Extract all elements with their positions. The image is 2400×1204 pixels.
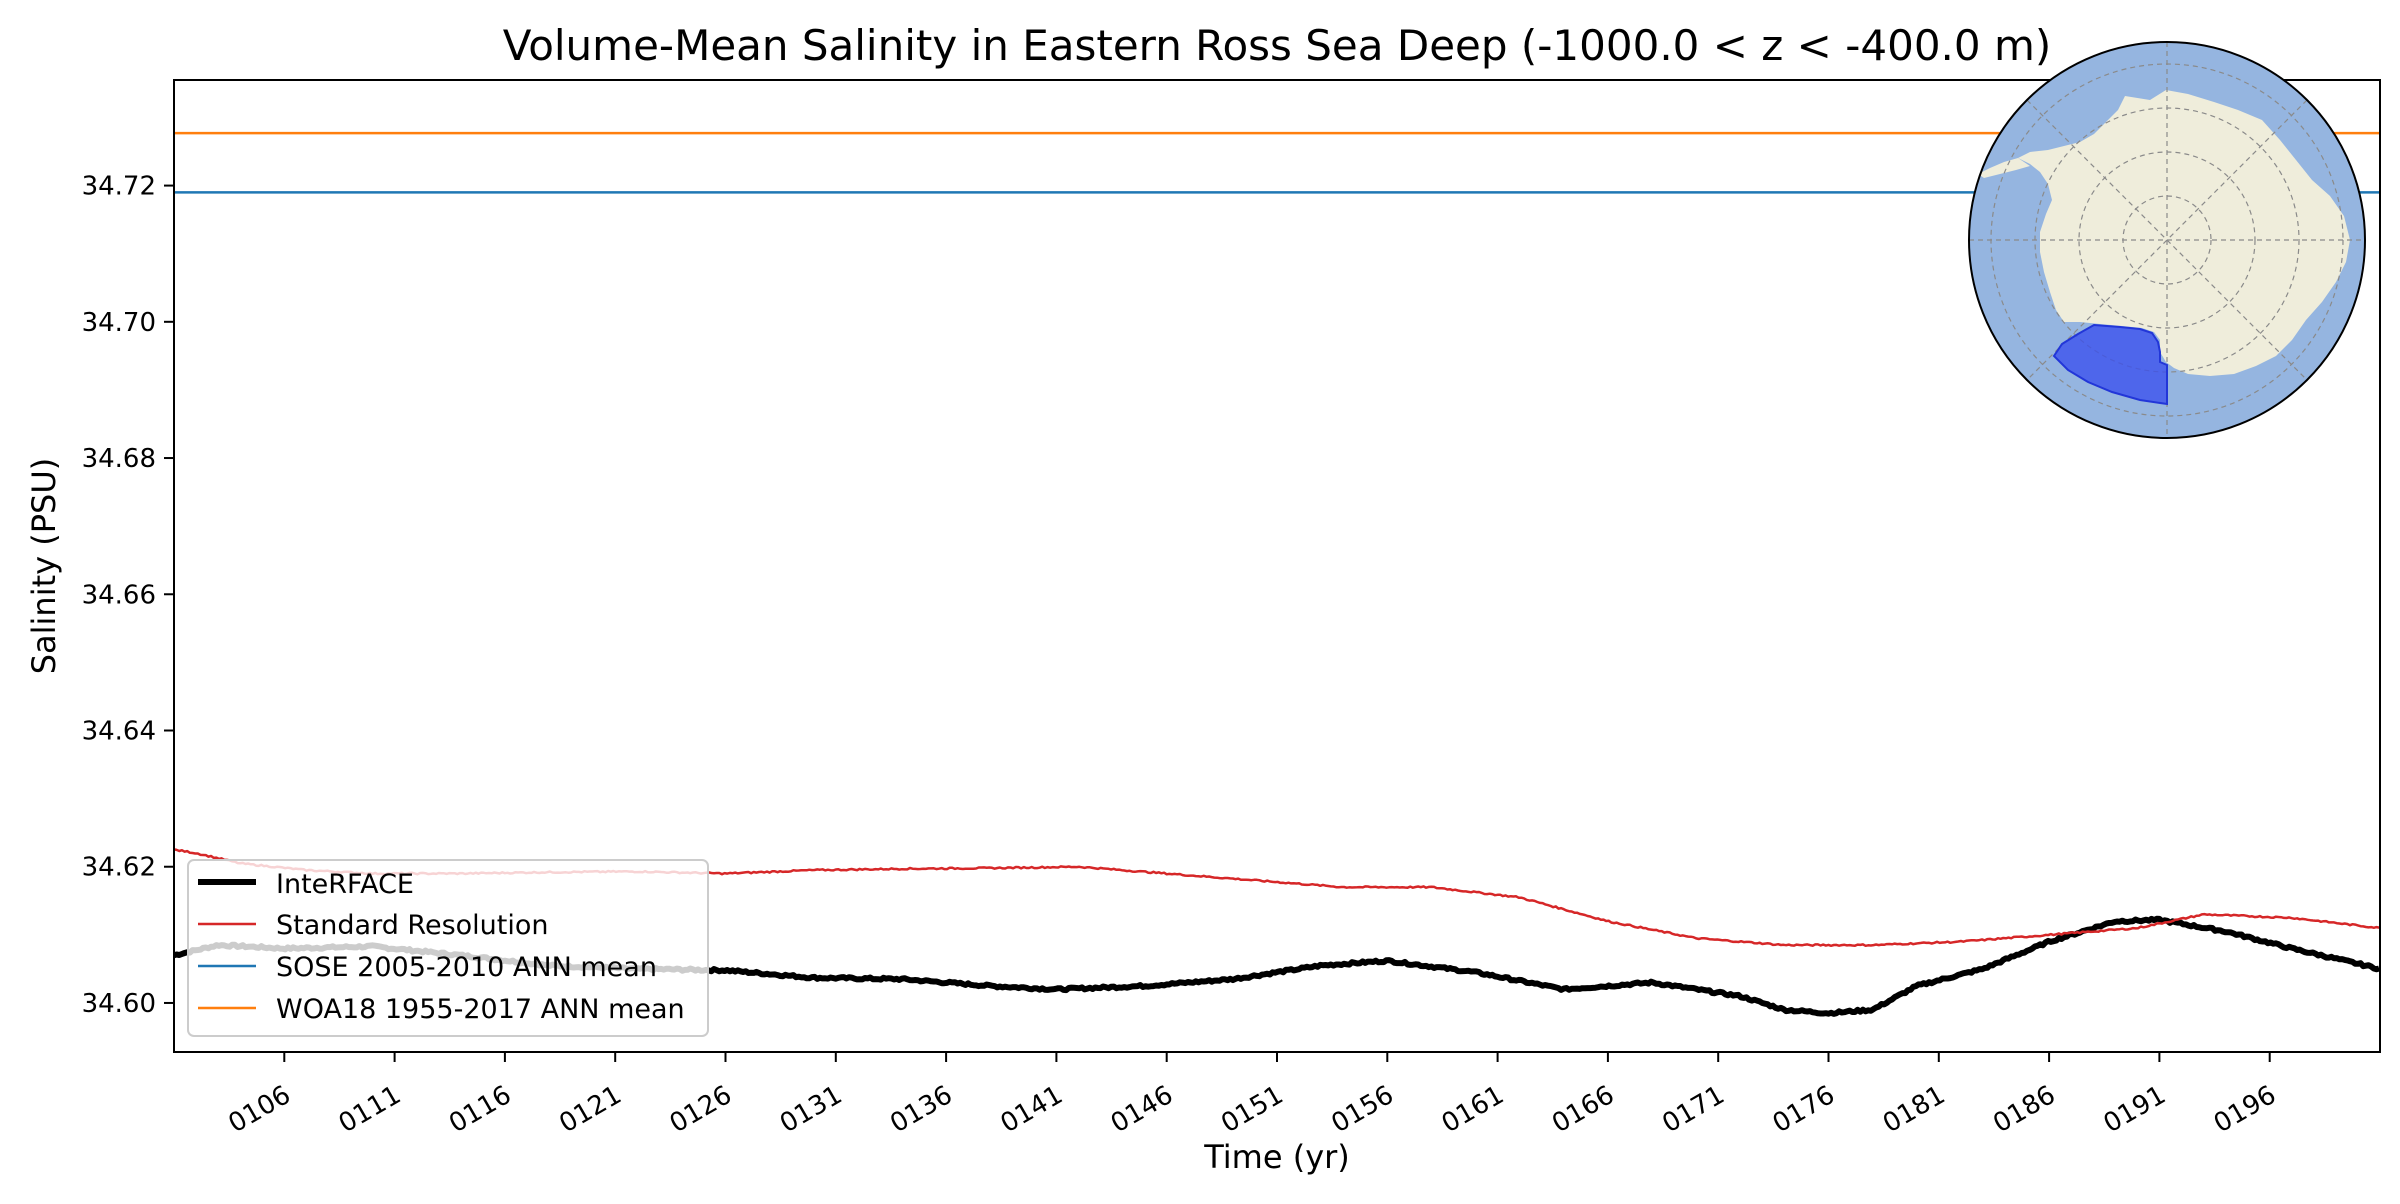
x-tick-label: 0186 (1988, 1080, 2060, 1139)
globe-outline (1968, 41, 2366, 439)
legend-label-standard-resolution: Standard Resolution (276, 910, 549, 941)
x-tick-label: 0151 (1216, 1080, 1288, 1139)
region-highlight-eastern-ross-sea (2052, 323, 2168, 406)
x-tick-label: 0196 (2209, 1080, 2281, 1139)
legend-entry-woa18: WOA18 1955-2017 ANN mean (198, 994, 685, 1025)
y-tick-label: 34.70 (82, 308, 156, 338)
chart-title: Volume-Mean Salinity in Eastern Ross Sea… (503, 21, 2052, 70)
x-tick-label: 0121 (554, 1080, 626, 1139)
y-tick-label: 34.66 (82, 580, 156, 610)
legend-entry-standard-resolution: Standard Resolution (198, 910, 549, 941)
map-gridlines (1969, 42, 2365, 438)
antarctica-landmass (2018, 90, 2350, 376)
x-tick-label: 0131 (775, 1080, 847, 1139)
antarctica-locator-map (1968, 41, 2366, 439)
y-tick-label: 34.68 (82, 444, 156, 474)
x-tick-label: 0116 (444, 1080, 516, 1139)
plot-frame (173, 79, 2381, 1053)
x-tick-label: 0161 (1437, 1080, 1509, 1139)
legend-entry-interface: InteRFACE (198, 869, 414, 900)
legend-box (187, 859, 709, 1037)
legend-label-sose: SOSE 2005-2010 ANN mean (276, 952, 657, 983)
x-tick-label: 0106 (223, 1080, 295, 1139)
y-tick-label: 34.72 (82, 172, 156, 202)
x-tick-label: 0111 (334, 1080, 406, 1139)
x-tick-label: 0191 (2099, 1080, 2171, 1139)
x-tick-label: 0146 (1106, 1080, 1178, 1139)
x-tick-label: 0141 (996, 1080, 1068, 1139)
x-tick-label: 0166 (1547, 1080, 1619, 1139)
x-tick-label: 0176 (1768, 1080, 1840, 1139)
legend-label-woa18: WOA18 1955-2017 ANN mean (276, 994, 685, 1025)
x-tick-label: 0126 (665, 1080, 737, 1139)
legend-entry-sose: SOSE 2005-2010 ANN mean (198, 952, 657, 983)
y-axis-label: Salinity (PSU) (25, 458, 63, 675)
x-tick-label: 0136 (885, 1080, 957, 1139)
x-tick-label: 0156 (1326, 1080, 1398, 1139)
x-tick-label: 0171 (1657, 1080, 1729, 1139)
y-tick-label: 34.64 (82, 716, 156, 746)
x-tick-label: 0181 (1878, 1080, 1950, 1139)
y-tick-label: 34.62 (82, 853, 156, 883)
x-axis-label: Time (yr) (1203, 1138, 1350, 1176)
legend: InteRFACE Standard Resolution SOSE 2005-… (187, 859, 709, 1037)
antarctic-peninsula (1978, 158, 2030, 178)
legend-label-interface: InteRFACE (276, 869, 414, 900)
y-tick-label: 34.60 (82, 989, 156, 1019)
